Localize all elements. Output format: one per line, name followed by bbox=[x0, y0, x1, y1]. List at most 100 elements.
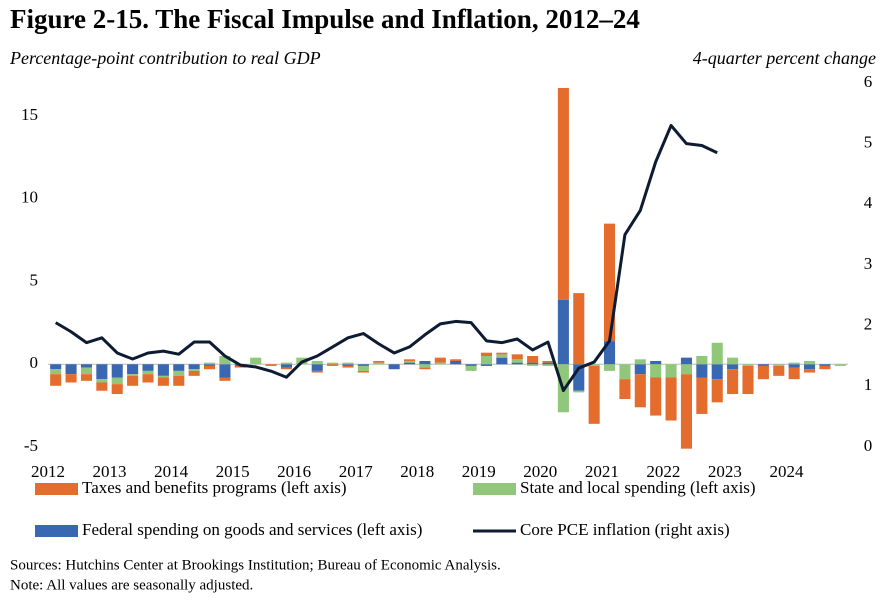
bar bbox=[188, 364, 200, 370]
x-tick-label: 2021 bbox=[585, 462, 619, 481]
bar bbox=[96, 379, 108, 383]
bar bbox=[327, 364, 339, 366]
x-tick-label: 2015 bbox=[216, 462, 250, 481]
bar bbox=[742, 364, 754, 366]
bar bbox=[788, 362, 800, 365]
bar bbox=[50, 369, 62, 375]
bar bbox=[496, 357, 508, 365]
bar bbox=[80, 367, 92, 375]
bar bbox=[542, 364, 554, 366]
bar bbox=[142, 364, 154, 371]
bar bbox=[711, 379, 723, 403]
legend-label: Core PCE inflation (right axis) bbox=[520, 520, 730, 539]
bar bbox=[696, 377, 708, 414]
x-tick-label: 2013 bbox=[93, 462, 127, 481]
bar bbox=[342, 362, 354, 365]
bar bbox=[357, 370, 369, 373]
bar bbox=[204, 365, 216, 370]
bar bbox=[188, 370, 200, 376]
bar bbox=[834, 364, 846, 366]
bar bbox=[250, 357, 262, 365]
bar bbox=[680, 374, 692, 449]
legend-label: Federal spending on goods and services (… bbox=[82, 520, 422, 539]
sources: Sources: Hutchins Center at Brookings In… bbox=[10, 557, 501, 573]
chart-title: Figure 2-15. The Fiscal Impulse and Infl… bbox=[10, 4, 640, 34]
bar bbox=[573, 364, 585, 391]
x-tick-label: 2016 bbox=[277, 462, 311, 481]
bar bbox=[465, 364, 477, 366]
bar bbox=[142, 370, 154, 375]
bar bbox=[111, 384, 123, 395]
bar bbox=[219, 377, 231, 381]
bar bbox=[357, 364, 369, 366]
bar bbox=[557, 87, 569, 300]
bar bbox=[80, 364, 92, 368]
bar bbox=[711, 342, 723, 365]
bar bbox=[127, 375, 139, 386]
bar bbox=[450, 359, 462, 361]
bar bbox=[634, 374, 646, 408]
bar bbox=[96, 364, 108, 380]
bar bbox=[342, 365, 354, 368]
y-tick-label: 0 bbox=[30, 353, 39, 372]
bar bbox=[557, 299, 569, 365]
bar bbox=[757, 364, 769, 366]
bar bbox=[234, 365, 246, 368]
bar bbox=[50, 374, 62, 386]
bar bbox=[173, 364, 185, 371]
bar bbox=[773, 364, 785, 366]
bar bbox=[373, 360, 385, 363]
bar bbox=[111, 377, 123, 385]
note: Note: All values are seasonally adjusted… bbox=[10, 577, 253, 593]
y2-tick-label: 2 bbox=[864, 315, 873, 334]
bar bbox=[773, 365, 785, 376]
bar bbox=[357, 365, 369, 371]
legend-swatch bbox=[473, 483, 516, 495]
bar bbox=[480, 352, 492, 356]
legend-swatch bbox=[35, 483, 78, 495]
x-tick-label: 2022 bbox=[646, 462, 680, 481]
bar bbox=[696, 364, 708, 378]
bar bbox=[680, 364, 692, 375]
y2-tick-label: 6 bbox=[864, 72, 873, 91]
x-tick-label: 2017 bbox=[339, 462, 374, 481]
bar bbox=[511, 359, 523, 363]
bar bbox=[496, 354, 508, 358]
bar bbox=[634, 364, 646, 375]
bar bbox=[573, 390, 585, 393]
bar bbox=[404, 359, 416, 361]
y-axis-label: Percentage-point contribution to real GD… bbox=[9, 48, 321, 68]
bar bbox=[157, 375, 169, 378]
bar bbox=[804, 360, 816, 365]
bar bbox=[404, 360, 416, 363]
bar bbox=[757, 365, 769, 380]
bar bbox=[480, 356, 492, 365]
bar bbox=[819, 365, 831, 370]
bar bbox=[419, 360, 431, 365]
y-tick-label: 15 bbox=[21, 105, 38, 124]
bar bbox=[742, 365, 754, 395]
bar bbox=[650, 364, 662, 378]
bar bbox=[96, 382, 108, 391]
bar bbox=[804, 369, 816, 373]
bar bbox=[696, 356, 708, 365]
x-tick-label: 2024 bbox=[769, 462, 804, 481]
bar bbox=[188, 369, 200, 371]
bar bbox=[573, 293, 585, 365]
line bbox=[54, 123, 718, 393]
bar bbox=[111, 364, 123, 378]
x-tick-label: 2023 bbox=[708, 462, 742, 481]
bar bbox=[588, 365, 600, 424]
bar bbox=[480, 364, 492, 366]
bar bbox=[604, 341, 616, 365]
bar bbox=[65, 374, 77, 383]
bar bbox=[542, 362, 554, 365]
bar bbox=[496, 352, 508, 355]
x-tick-label: 2019 bbox=[462, 462, 496, 481]
bar bbox=[434, 362, 446, 365]
bar bbox=[665, 364, 677, 378]
bar bbox=[434, 357, 446, 363]
legend-swatch bbox=[35, 525, 78, 537]
bar bbox=[127, 364, 139, 375]
